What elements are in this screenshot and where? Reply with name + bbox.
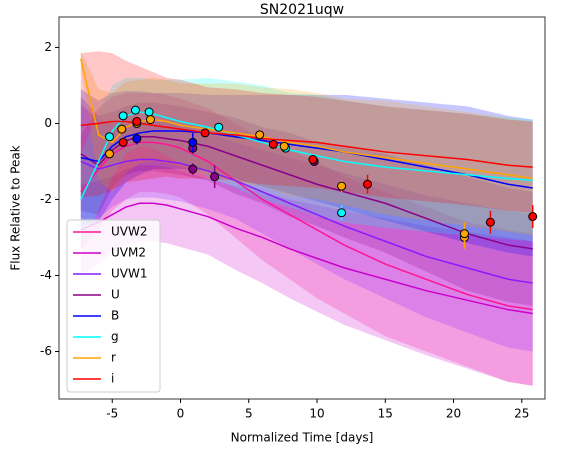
data-point	[130, 105, 140, 115]
y-axis-label: Flux Relative to Peak	[9, 145, 23, 270]
data-point	[118, 111, 128, 121]
x-tick-label: 15	[378, 407, 393, 421]
x-tick-label: 0	[177, 407, 185, 421]
legend-label: UVM2	[111, 246, 146, 260]
data-point	[117, 124, 127, 134]
data-point	[459, 229, 469, 239]
data-point	[144, 107, 154, 117]
data-point	[188, 137, 198, 147]
fit-line	[80, 158, 533, 284]
fit-line	[80, 130, 533, 189]
data-point	[337, 181, 347, 191]
confidence-band	[80, 51, 533, 236]
data-point	[485, 217, 495, 227]
legend-label: i	[111, 372, 114, 386]
legend-label: UVW2	[111, 225, 148, 239]
x-tick-label: 10	[309, 407, 324, 421]
chart-title: SN2021uqw	[260, 2, 344, 18]
data-point	[308, 155, 318, 165]
data-point	[105, 149, 115, 159]
data-point	[337, 208, 347, 218]
data-point	[214, 122, 224, 132]
legend-label: UVW1	[111, 267, 148, 281]
legend-label: g	[111, 330, 119, 344]
data-point	[118, 137, 128, 147]
data-point	[210, 172, 220, 182]
y-tick-label: -2	[40, 192, 52, 206]
legend-frame	[66, 219, 161, 393]
x-tick-label: 5	[245, 407, 253, 421]
x-tick-label: 25	[514, 407, 529, 421]
data-point	[200, 128, 210, 138]
data-point	[105, 132, 115, 142]
y-tick-label: 0	[44, 116, 52, 130]
data-point	[188, 164, 198, 174]
y-tick-label: 2	[44, 40, 52, 54]
confidence-band	[80, 165, 533, 386]
legend-label: r	[111, 351, 116, 365]
legend-label: U	[111, 288, 120, 302]
y-tick-label: -6	[40, 344, 52, 358]
legend-label: B	[111, 309, 119, 323]
y-tick-label: -4	[40, 268, 52, 282]
confidence-band	[80, 77, 533, 246]
fit-line	[80, 120, 533, 168]
fit-line	[80, 202, 533, 315]
axes-frame	[58, 16, 546, 400]
x-tick-label: 20	[446, 407, 461, 421]
data-point	[528, 212, 538, 222]
data-point	[255, 130, 265, 140]
plot-area	[80, 51, 538, 386]
data-point	[363, 179, 373, 189]
data-point	[268, 139, 278, 149]
data-point	[132, 117, 142, 127]
data-point	[132, 134, 142, 144]
x-axis-label: Normalized Time [days]	[231, 431, 374, 445]
x-tick-label: -5	[106, 407, 118, 421]
data-point	[145, 115, 155, 125]
data-point	[279, 141, 289, 151]
fit-line	[80, 58, 533, 180]
